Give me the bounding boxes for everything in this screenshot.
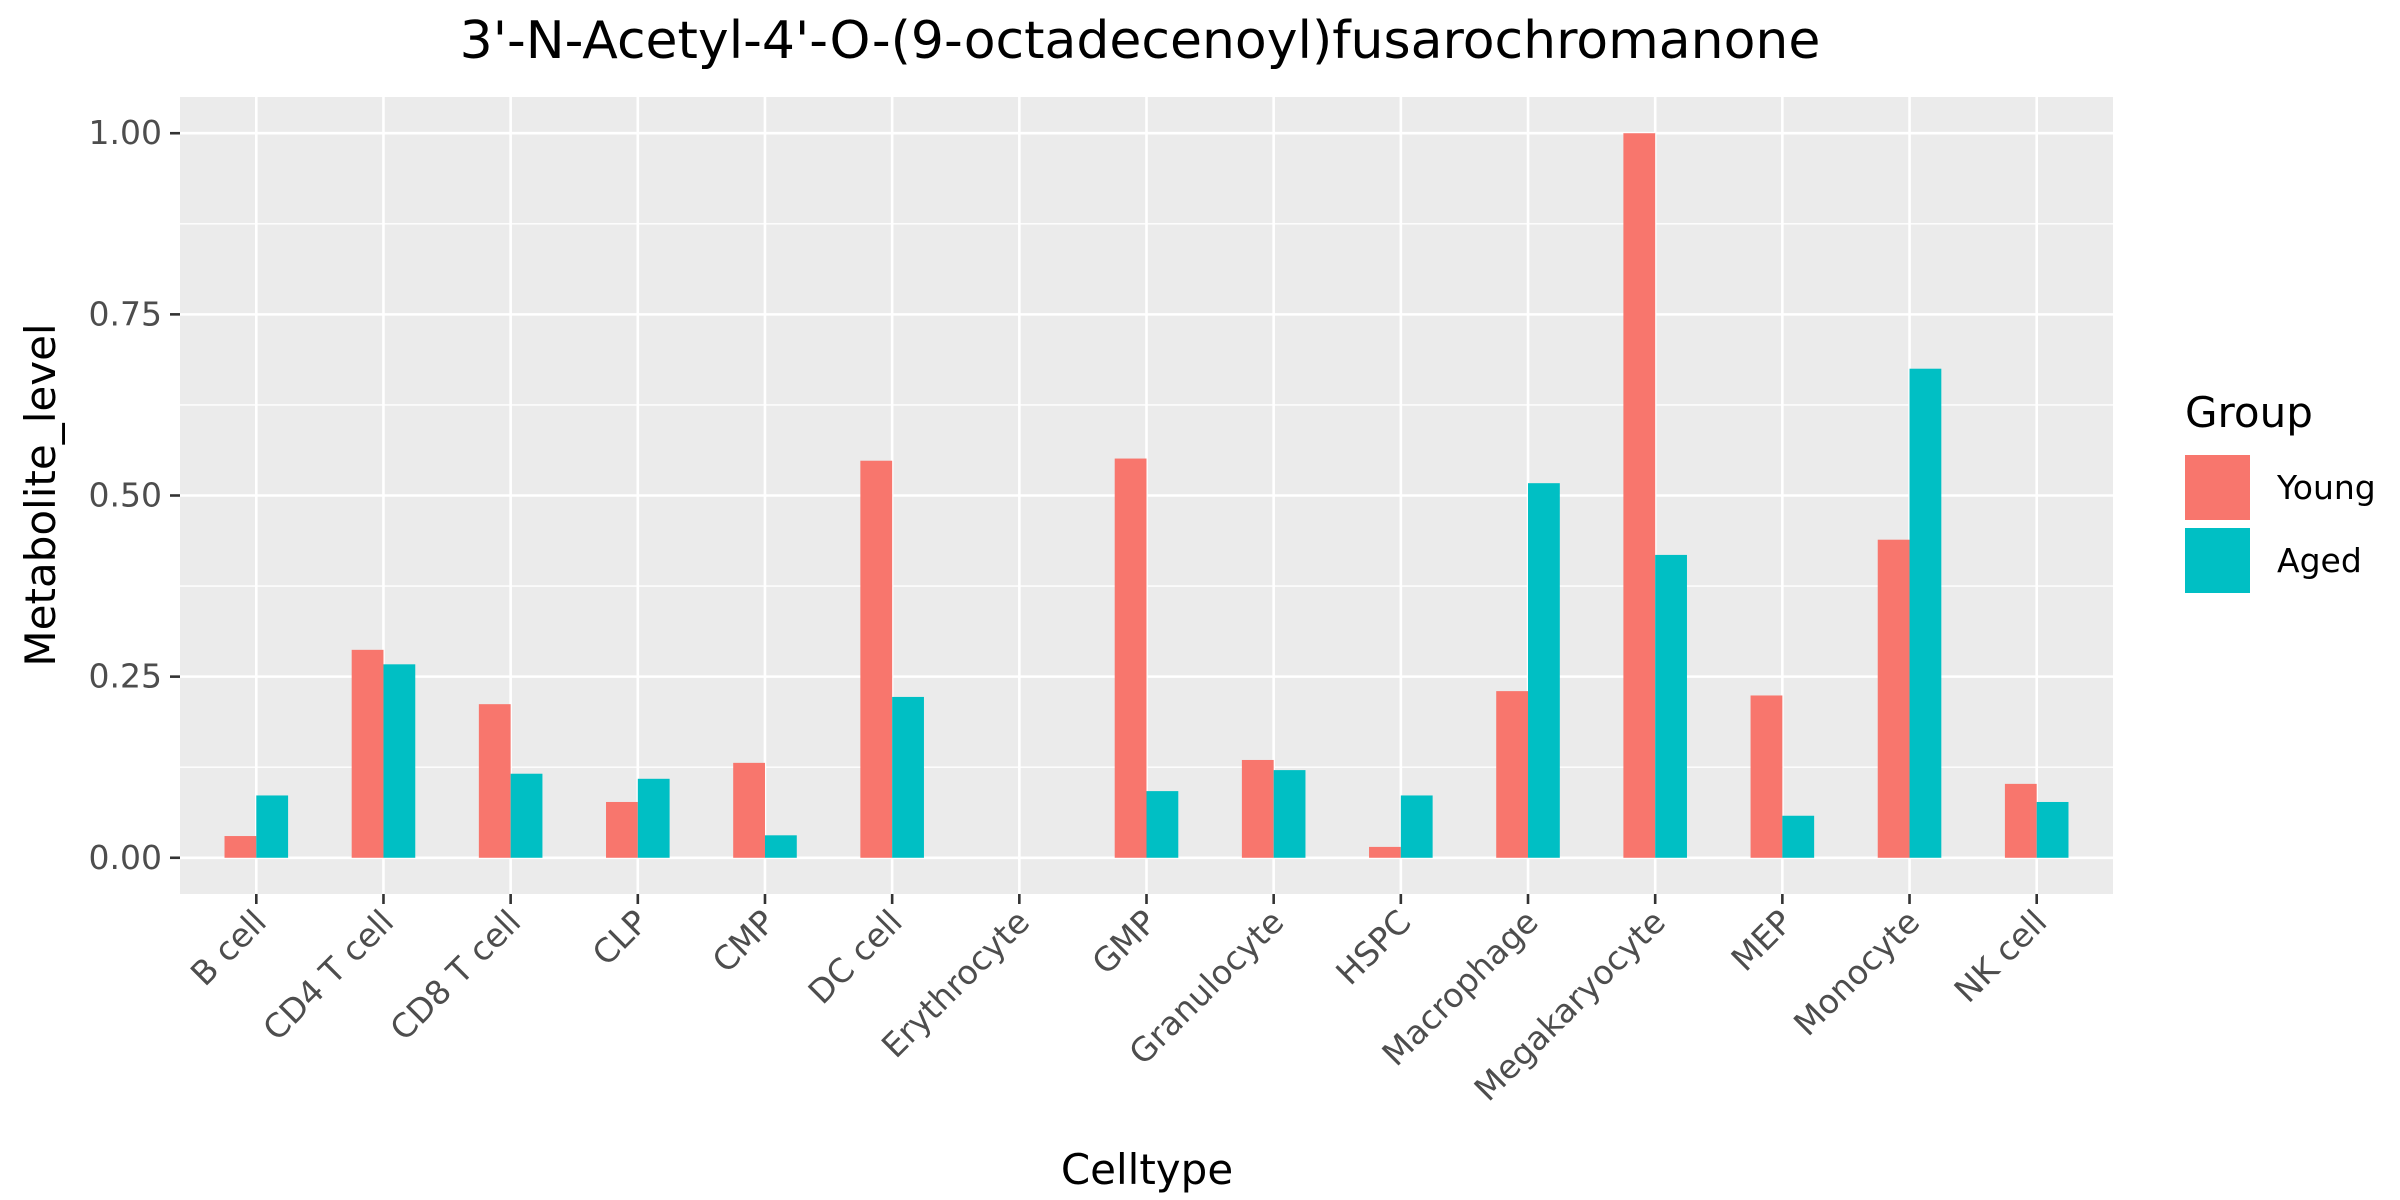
legend-label-aged: Aged [2277, 541, 2362, 580]
x-tick-label: DC cell [800, 902, 909, 1011]
x-tick-label: Monocyte [1786, 902, 1927, 1043]
y-tick-label: 0.00 [89, 838, 162, 877]
x-tick-label: CLP [585, 902, 656, 973]
bar-aged-clp [637, 778, 670, 858]
bar-aged-cd4-t-cell [383, 664, 416, 858]
chart-title: 3'-N-Acetyl-4'-O-(9-octadecenoyl)fusaroc… [460, 11, 1821, 71]
legend-title: Group [2185, 388, 2313, 437]
bar-young-monocyte [1877, 539, 1910, 858]
x-tick-label: CD4 T cell [255, 902, 401, 1048]
x-tick-label: NK cell [1946, 902, 2054, 1010]
x-tick-label: HSPC [1328, 902, 1418, 992]
x-tick-label: MEP [1723, 902, 1800, 979]
bar-young-cd8-t-cell [478, 704, 511, 858]
bar-young-clp [606, 801, 638, 858]
y-axis-title: Metabolite_level [16, 323, 65, 666]
bars [224, 133, 2069, 858]
legend-key-aged [2185, 528, 2250, 593]
bar-aged-b-cell [256, 795, 289, 858]
bar-young-megakaryocyte [1623, 133, 1656, 858]
legend-label-young: Young [2276, 468, 2376, 507]
y-tick-label: 1.00 [89, 113, 162, 152]
legend-items: Young Aged [2185, 455, 2376, 593]
bar-young-cd4-t-cell [351, 649, 384, 858]
legend: Group Young Aged [2185, 388, 2376, 593]
legend-key-young [2185, 455, 2250, 520]
bar-aged-nk-cell [2036, 801, 2069, 858]
bar-young-granulocyte [1241, 759, 1274, 858]
bar-aged-gmp [1146, 791, 1179, 858]
bar-young-dc-cell [860, 460, 893, 858]
x-tick-label: CD8 T cell [382, 902, 528, 1048]
bar-young-gmp [1114, 458, 1147, 858]
x-axis-title: Celltype [1061, 1145, 1233, 1194]
y-axis: 0.00 0.25 0.50 0.75 1.00 [89, 113, 180, 877]
bar-young-nk-cell [2004, 783, 2037, 858]
bar-young-macrophage [1496, 691, 1529, 858]
bar-aged-granulocyte [1273, 770, 1306, 858]
bar-aged-cmp [764, 835, 797, 858]
bar-young-mep [1750, 695, 1783, 858]
y-tick-label: 0.75 [89, 294, 162, 333]
x-tick-label: CMP [705, 902, 783, 980]
bar-aged-mep [1782, 815, 1815, 858]
x-tick-label: B cell [183, 902, 274, 993]
x-tick-label: GMP [1084, 902, 1164, 982]
y-tick-label: 0.50 [89, 476, 162, 515]
bar-young-cmp [733, 762, 765, 858]
bar-aged-macrophage [1528, 483, 1560, 858]
bar-aged-hspc [1400, 795, 1433, 858]
bar-aged-dc-cell [892, 696, 924, 858]
bar-aged-monocyte [1909, 368, 1942, 858]
bar-young-b-cell [224, 836, 257, 858]
bar-aged-megakaryocyte [1655, 554, 1687, 858]
bar-young-hspc [1369, 846, 1401, 858]
y-tick-label: 0.25 [89, 657, 162, 696]
bar-aged-cd8-t-cell [510, 773, 543, 858]
